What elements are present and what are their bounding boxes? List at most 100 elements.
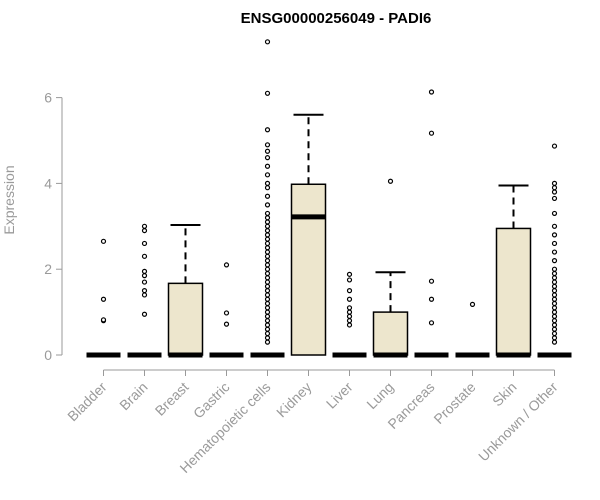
y-tick-label: 4 — [44, 175, 52, 191]
box-iqr — [167, 282, 204, 356]
x-tick-label: Liver — [323, 379, 356, 412]
outlier-point — [346, 271, 353, 277]
outlier-point — [387, 178, 394, 184]
outlier-point — [551, 322, 558, 328]
outlier-point — [551, 309, 558, 315]
outlier-point — [264, 300, 271, 307]
outlier-point — [264, 253, 271, 259]
outlier-point — [141, 240, 148, 247]
outlier-point — [551, 180, 558, 186]
x-tick-label: Prostate — [430, 379, 478, 427]
outlier-point — [264, 180, 271, 186]
outlier-point — [264, 215, 271, 221]
x-tick-label: Brain — [116, 379, 150, 413]
outlier-point — [141, 311, 148, 317]
outlier-point — [551, 300, 558, 307]
outlier-point — [346, 318, 353, 324]
y-tick-label: 2 — [44, 261, 52, 277]
outlier-point — [141, 292, 148, 298]
outlier-point — [346, 277, 353, 283]
y-tick-label: 0 — [44, 347, 52, 363]
box-group — [127, 223, 162, 358]
y-tick-label: 6 — [44, 90, 52, 106]
outlier-point — [264, 258, 271, 264]
outlier-point — [264, 322, 271, 328]
outlier-point — [264, 142, 271, 148]
outlier-point — [223, 321, 230, 327]
outlier-point — [223, 262, 230, 268]
outlier-point — [264, 305, 271, 311]
outlier-point — [428, 130, 435, 136]
outlier-point — [551, 313, 558, 319]
outlier-point — [264, 155, 271, 161]
outlier-point — [264, 313, 271, 319]
outlier-point — [428, 296, 435, 302]
outlier-point — [264, 219, 271, 225]
box-group — [495, 184, 532, 358]
box-group — [86, 238, 121, 358]
box-group — [332, 271, 367, 358]
outlier-point — [346, 322, 353, 328]
outlier-point — [551, 335, 558, 341]
outlier-point — [264, 292, 271, 298]
box-group — [414, 89, 449, 358]
outlier-point — [551, 195, 558, 202]
outlier-point — [264, 270, 271, 277]
outlier-point — [551, 185, 558, 191]
outlier-point — [141, 268, 148, 274]
outlier-point — [551, 210, 558, 217]
outlier-point — [551, 339, 558, 345]
box-group — [372, 178, 409, 358]
outlier-point — [346, 288, 353, 294]
outlier-point — [346, 305, 353, 311]
outlier-point — [551, 240, 558, 247]
outlier-point — [551, 232, 558, 238]
box-iqr — [495, 227, 532, 356]
outlier-point — [264, 39, 271, 45]
outlier-point — [551, 249, 558, 255]
box-group — [167, 224, 204, 358]
outlier-point — [264, 210, 271, 217]
outlier-point — [264, 148, 271, 154]
outlier-point — [551, 143, 558, 149]
outlier-point — [264, 262, 271, 268]
outlier-point — [264, 288, 271, 294]
y-axis: 0 2 4 6 — [44, 90, 63, 363]
outlier-point — [141, 273, 148, 279]
box-group — [250, 39, 285, 358]
outlier-point — [141, 279, 148, 285]
outlier-point — [551, 266, 558, 272]
outlier-point — [428, 278, 435, 284]
outlier-point — [551, 318, 558, 324]
box-group — [455, 301, 490, 358]
x-tick-label: Skin — [489, 379, 520, 410]
outlier-point — [551, 258, 558, 264]
outlier-point — [223, 310, 230, 316]
outlier-point — [346, 296, 353, 302]
outlier-point — [264, 227, 271, 234]
outlier-point — [264, 163, 271, 169]
box-group — [537, 143, 572, 358]
outlier-point — [264, 232, 271, 238]
outlier-point — [551, 270, 558, 277]
outlier-point — [100, 317, 107, 323]
outlier-point — [264, 172, 271, 178]
outlier-point — [551, 305, 558, 311]
outlier-point — [264, 339, 271, 345]
x-tick-label: Bladder — [64, 379, 110, 425]
outlier-point — [551, 330, 558, 337]
outlier-point — [551, 189, 558, 195]
outlier-point — [346, 309, 353, 315]
outlier-point — [264, 245, 271, 251]
outlier-point — [264, 283, 271, 289]
outlier-point — [551, 223, 558, 229]
outlier-point — [264, 185, 271, 191]
outlier-point — [551, 288, 558, 294]
outlier-point — [264, 223, 271, 229]
outlier-point — [141, 227, 148, 234]
outlier-point — [264, 326, 271, 332]
outlier-point — [264, 266, 271, 272]
outlier-point — [551, 326, 558, 332]
